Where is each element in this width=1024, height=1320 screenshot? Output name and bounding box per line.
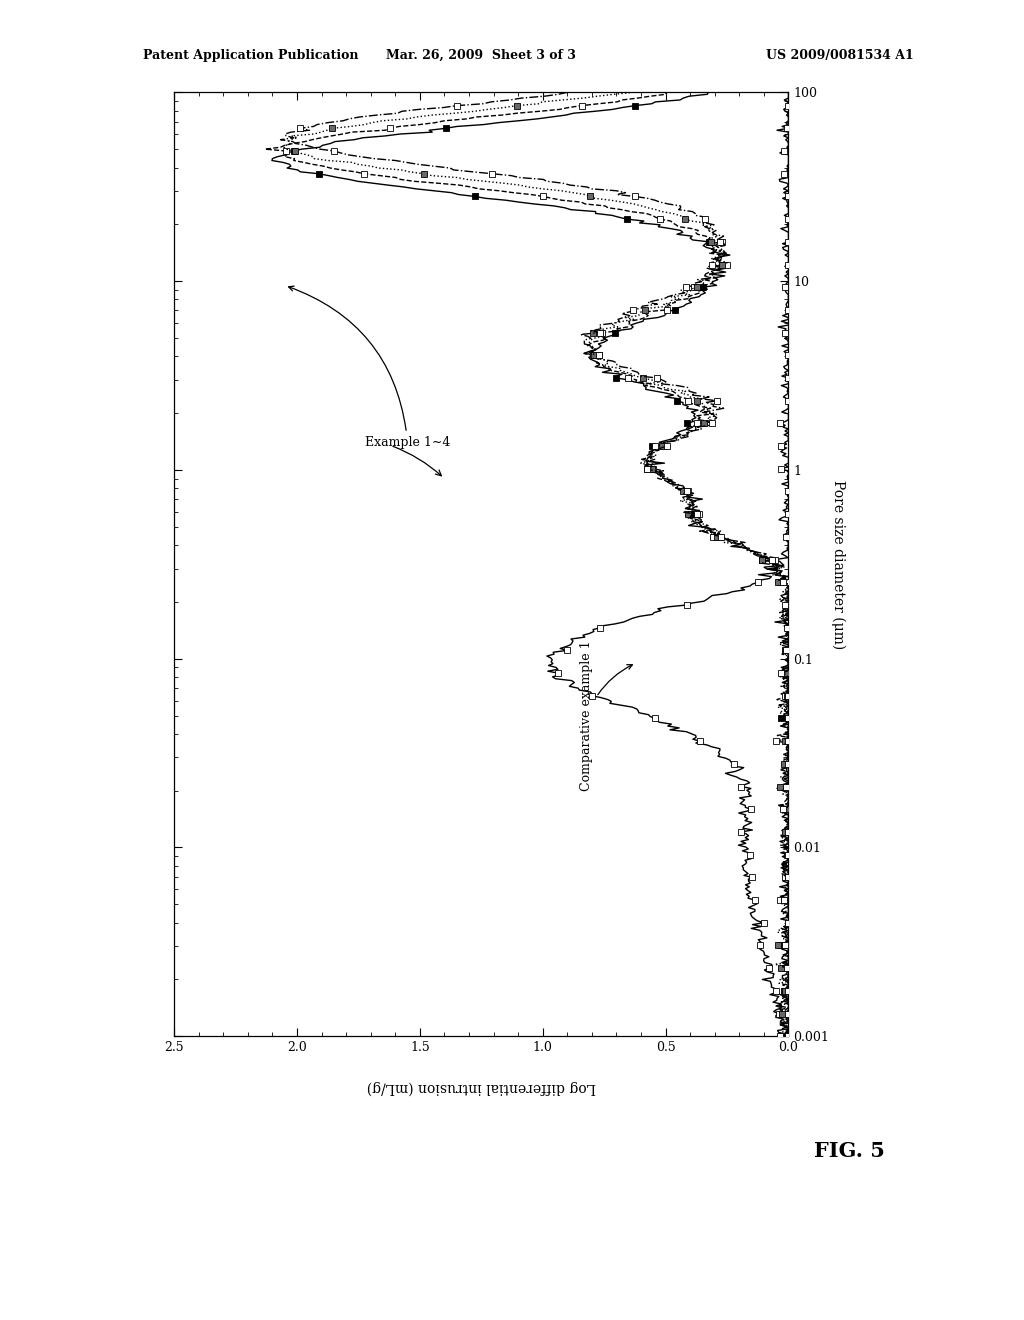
Text: Log differential intrusion (mL/g): Log differential intrusion (mL/g) — [367, 1080, 596, 1094]
Text: Mar. 26, 2009  Sheet 3 of 3: Mar. 26, 2009 Sheet 3 of 3 — [386, 49, 577, 62]
Text: Patent Application Publication: Patent Application Publication — [143, 49, 358, 62]
Text: Comparative example 1: Comparative example 1 — [581, 640, 633, 791]
Text: FIG. 5: FIG. 5 — [814, 1140, 886, 1162]
Text: US 2009/0081534 A1: US 2009/0081534 A1 — [766, 49, 913, 62]
Y-axis label: Pore size diameter (μm): Pore size diameter (μm) — [831, 479, 846, 649]
Text: Example 1∼4: Example 1∼4 — [289, 286, 451, 449]
